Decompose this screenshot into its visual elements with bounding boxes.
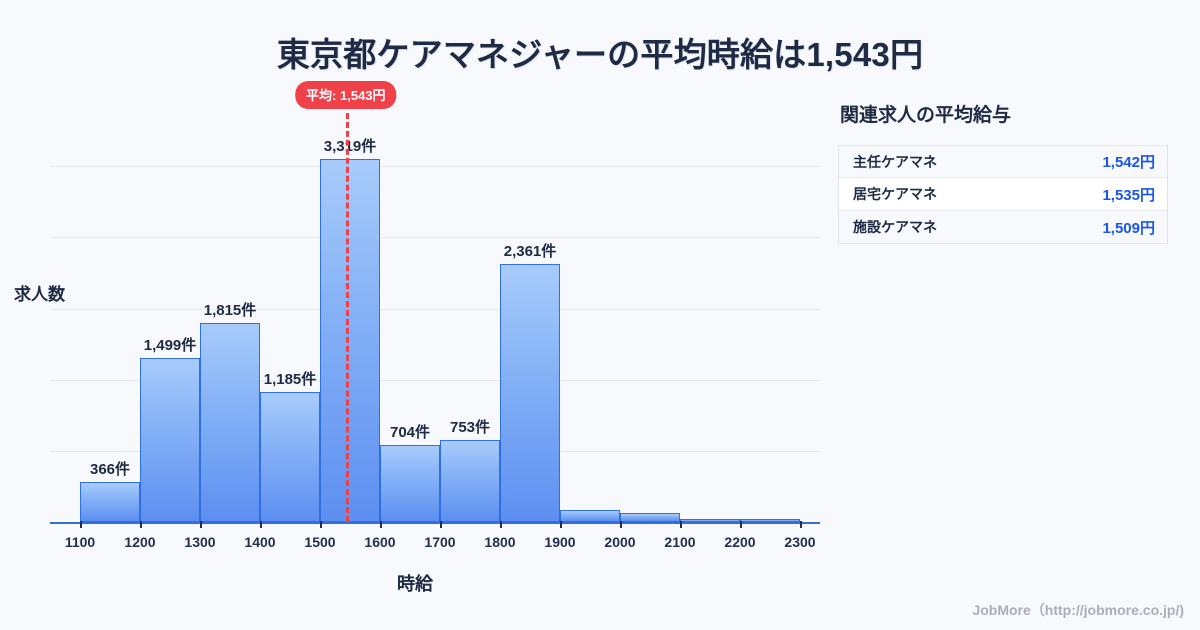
bar-value-label: 2,361件 xyxy=(503,242,557,260)
gridline xyxy=(50,380,820,381)
page-title: 東京都ケアマネジャーの平均時給は1,543円 xyxy=(276,36,924,73)
x-axis-tick xyxy=(740,521,742,528)
bar: 753件 xyxy=(440,419,500,522)
x-axis-tick xyxy=(560,521,562,528)
bar-value-label: 366件 xyxy=(89,460,131,478)
bar-value-label: 1,185件 xyxy=(263,371,317,389)
bar: 366件 xyxy=(80,461,140,522)
x-axis-tick xyxy=(680,521,682,528)
bar: 2,361件 xyxy=(500,243,560,522)
table-row-label: 居宅ケアマネ xyxy=(853,186,937,202)
average-dashed-line xyxy=(345,113,349,522)
x-axis-tick xyxy=(500,521,502,528)
x-axis-tick-label: 1900 xyxy=(544,534,576,550)
x-axis-tick xyxy=(800,521,802,528)
x-axis-tick-label: 2200 xyxy=(724,534,756,550)
bar xyxy=(620,513,680,522)
x-axis-tick-label: 2300 xyxy=(784,534,816,550)
bar-value-label: 753件 xyxy=(449,418,491,436)
x-axis-tick xyxy=(80,521,82,528)
bar-value-label: 1,499件 xyxy=(143,336,197,354)
bar-value-label: 704件 xyxy=(389,423,431,441)
x-axis-tick-label: 1100 xyxy=(64,534,96,550)
gridline xyxy=(50,237,820,238)
table-row-value: 1,535円 xyxy=(1102,186,1155,204)
x-axis-tick xyxy=(200,521,202,528)
x-axis-tick-label: 1500 xyxy=(304,534,336,550)
table-row: 主任ケアマネ 1,542円 xyxy=(839,145,1167,178)
x-axis-label: 時給 xyxy=(397,574,433,594)
table-row: 施設ケアマネ 1,509円 xyxy=(839,211,1167,244)
bar: 3,319件 xyxy=(320,138,380,522)
table-row-label: 施設ケアマネ xyxy=(853,219,937,235)
gridline xyxy=(50,309,820,310)
average-badge: 平均: 1,543円 xyxy=(295,81,397,109)
x-axis-tick-label: 2000 xyxy=(604,534,636,550)
table-row-value: 1,542円 xyxy=(1102,154,1155,171)
x-axis-tick xyxy=(440,521,442,528)
x-axis-tick-label: 1600 xyxy=(364,534,396,550)
x-axis-tick-label: 1800 xyxy=(484,534,516,550)
bar: 1,815件 xyxy=(200,302,260,522)
x-axis-tick-label: 1300 xyxy=(184,534,216,550)
bar xyxy=(680,519,740,522)
table-row-label: 主任ケアマネ xyxy=(853,153,937,170)
x-axis-line xyxy=(50,522,820,524)
gridline xyxy=(50,166,820,167)
footer-watermark: JobMore（http://jobmore.co.jp/) xyxy=(972,602,1184,618)
x-axis-tick-label: 1200 xyxy=(124,534,156,550)
x-axis-tick-label: 1400 xyxy=(244,534,276,550)
bar-value-label: 3,319件 xyxy=(323,137,377,155)
x-axis-tick xyxy=(380,521,382,528)
x-axis-tick xyxy=(620,521,622,528)
plot-area: 366件 1,499件 1,815件 1,185件 3,319件 704件 753件 2,36… xyxy=(50,81,820,550)
side-panel-title: 関連求人の平均給与 xyxy=(840,105,1012,126)
x-axis-tick-label: 1700 xyxy=(424,534,456,550)
bar xyxy=(560,509,620,522)
table-row: 居宅ケアマネ 1,535円 xyxy=(839,178,1167,211)
bar: 704件 xyxy=(380,424,440,522)
bar-series: 366件 1,499件 1,815件 1,185件 3,319件 704件 753件 2,36… xyxy=(80,95,800,522)
histogram-chart: 求人数 366件 1,499件 1,815件 1,185件 3,319件 704件 753件… xyxy=(0,81,830,594)
x-axis-tick xyxy=(140,521,142,528)
bar: 1,185件 xyxy=(260,371,320,522)
bar xyxy=(740,519,800,522)
x-axis-tick xyxy=(260,521,262,528)
x-axis-tick-label: 2100 xyxy=(664,534,696,550)
related-salary-panel: 関連求人の平均給与 主任ケアマネ 1,542円居宅ケアマネ 1,535円施設ケアマネ… xyxy=(838,100,1168,244)
table-row-value: 1,509円 xyxy=(1102,219,1155,237)
related-salary-table: 主任ケアマネ 1,542円居宅ケアマネ 1,535円施設ケアマネ 1,509円 xyxy=(838,145,1168,244)
bar-value-label: 1,815件 xyxy=(203,302,257,320)
bar: 1,499件 xyxy=(140,337,200,522)
y-axis-label: 求人数 xyxy=(14,285,65,304)
x-axis-tick xyxy=(320,521,322,528)
